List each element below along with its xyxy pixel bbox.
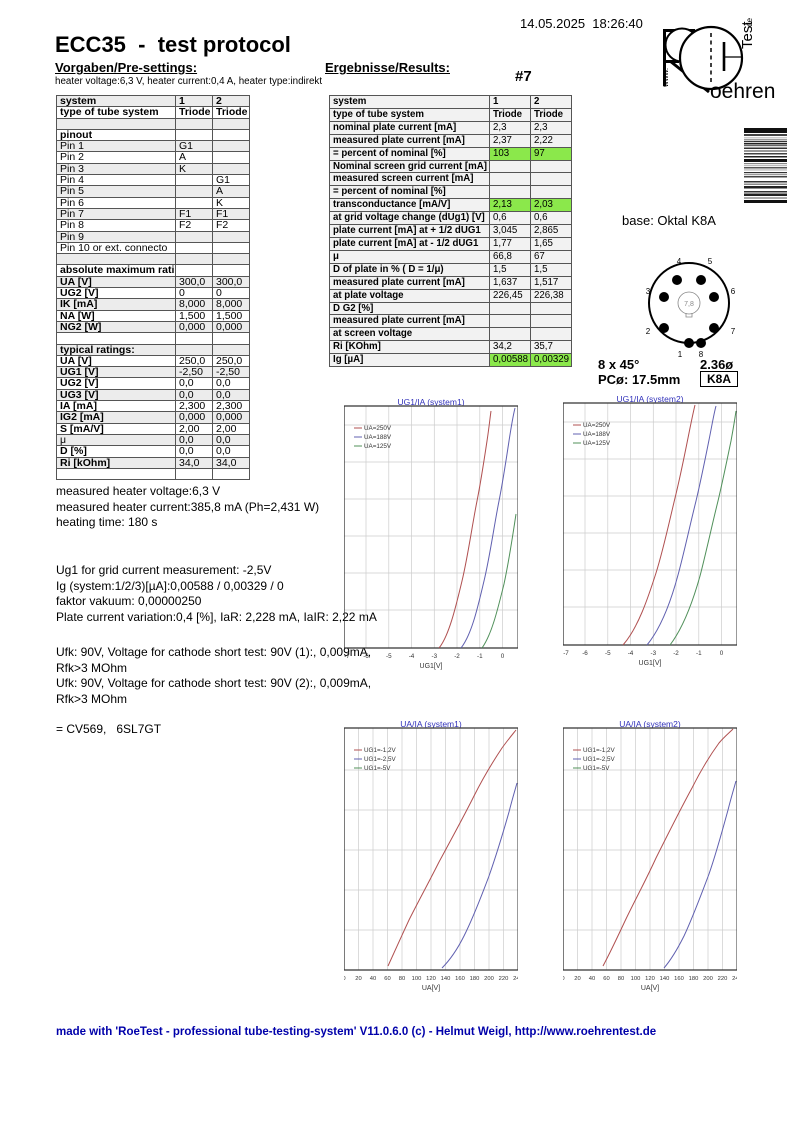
svg-text:-3: -3 [650, 650, 656, 657]
svg-text:220: 220 [718, 976, 728, 982]
svg-text:-2: -2 [454, 653, 460, 660]
svg-text:160: 160 [455, 976, 465, 982]
svg-text:-4: -4 [409, 653, 415, 660]
svg-text:2: 2 [646, 327, 651, 336]
svg-text:UG1=-2,5V: UG1=-2,5V [583, 756, 615, 763]
svg-text:UG1[V]: UG1[V] [420, 663, 443, 670]
svg-text:180: 180 [689, 976, 699, 982]
svg-text:-6: -6 [363, 653, 369, 660]
svg-text:180: 180 [470, 976, 480, 982]
svg-text:6: 6 [731, 287, 736, 296]
svg-text:140: 140 [660, 976, 670, 982]
svg-text:www.: www. [661, 68, 670, 88]
svg-text:-5: -5 [605, 650, 611, 657]
svg-text:-4: -4 [628, 650, 634, 657]
svg-text:-5: -5 [386, 653, 392, 660]
svg-text:40: 40 [589, 976, 595, 982]
svg-text:120: 120 [645, 976, 655, 982]
svg-text:UG1=-1,2V: UG1=-1,2V [364, 747, 396, 754]
svg-text:240: 240 [732, 976, 737, 982]
svg-text:UA=188V: UA=188V [583, 431, 611, 438]
svg-text:120: 120 [426, 976, 436, 982]
svg-text:UG1=-5V: UG1=-5V [364, 765, 391, 772]
svg-text:40: 40 [370, 976, 376, 982]
svg-text:-7: -7 [563, 650, 569, 657]
svg-text:5: 5 [708, 257, 713, 266]
svg-text:UG1=-1,2V: UG1=-1,2V [583, 747, 615, 754]
svg-text:0: 0 [720, 650, 724, 657]
svg-text:7,8: 7,8 [684, 301, 694, 308]
svg-text:20: 20 [355, 976, 361, 982]
svg-text:UG1=-2,5V: UG1=-2,5V [364, 756, 396, 763]
svg-text:200: 200 [484, 976, 494, 982]
svg-text:UA=125V: UA=125V [364, 443, 392, 450]
svg-text:UA[V]: UA[V] [422, 985, 440, 992]
svg-text:UA=188V: UA=188V [364, 434, 392, 441]
svg-text:-1: -1 [477, 653, 483, 660]
svg-text:60: 60 [384, 976, 390, 982]
svg-text:0: 0 [344, 976, 346, 982]
svg-text:0: 0 [501, 653, 505, 660]
svg-text:-6: -6 [582, 650, 588, 657]
svg-text:20: 20 [574, 976, 580, 982]
svg-text:7: 7 [731, 327, 736, 336]
svg-text:4: 4 [677, 257, 682, 266]
svg-text:-1: -1 [696, 650, 702, 657]
svg-text:240: 240 [513, 976, 518, 982]
svg-text:-7: -7 [344, 653, 350, 660]
svg-text:160: 160 [674, 976, 684, 982]
svg-text:1: 1 [678, 350, 683, 359]
svg-text:oehren: oehren [710, 80, 775, 103]
svg-text:UA=250V: UA=250V [583, 422, 611, 429]
svg-text:UG1[V]: UG1[V] [639, 660, 662, 667]
svg-text:80: 80 [618, 976, 624, 982]
svg-text:0: 0 [563, 976, 565, 982]
svg-text:3: 3 [646, 287, 651, 296]
svg-text:UA[V]: UA[V] [641, 985, 659, 992]
svg-text:60: 60 [603, 976, 609, 982]
svg-text:UA=250V: UA=250V [364, 425, 392, 432]
svg-text:.de: .de [745, 17, 754, 29]
svg-text:UG1=-5V: UG1=-5V [583, 765, 610, 772]
svg-text:UA=125V: UA=125V [583, 440, 611, 447]
svg-text:-3: -3 [431, 653, 437, 660]
svg-text:100: 100 [412, 976, 422, 982]
svg-text:100: 100 [631, 976, 641, 982]
svg-text:220: 220 [499, 976, 509, 982]
svg-text:140: 140 [441, 976, 451, 982]
svg-text:200: 200 [703, 976, 713, 982]
svg-text:-2: -2 [673, 650, 679, 657]
svg-text:80: 80 [399, 976, 405, 982]
